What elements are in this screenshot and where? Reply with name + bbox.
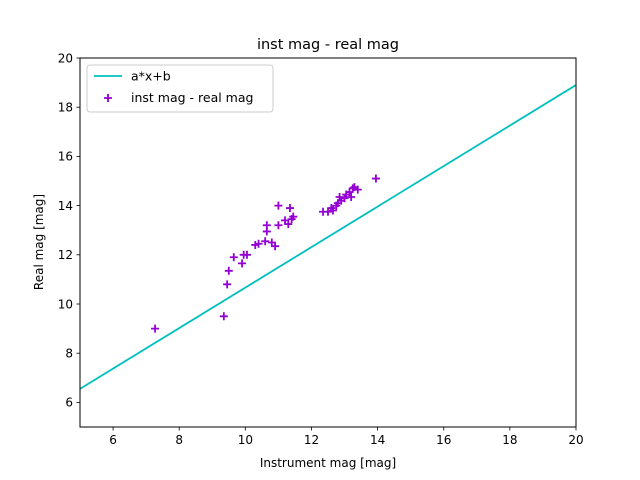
legend-plus-marker [104, 94, 112, 102]
data-point [262, 221, 271, 230]
data-point [353, 185, 362, 194]
data-point [224, 266, 233, 275]
data-point [340, 194, 349, 203]
y-tick-label: 8 [65, 347, 73, 361]
x-axis: 6 8 10 12 14 16 18 20 [109, 427, 584, 447]
y-tick-label: 6 [65, 396, 73, 410]
data-point [347, 192, 356, 201]
x-tick-label: 14 [370, 433, 385, 447]
legend-box [86, 64, 274, 113]
data-point [328, 206, 337, 215]
data-point [284, 220, 293, 229]
legend-plus-marker-swatch [104, 94, 112, 102]
x-axis-label: Instrument mag [mag] [260, 456, 396, 470]
legend-label-fit: a*x+b [131, 69, 171, 84]
data-point [274, 201, 283, 210]
y-tick-label: 20 [58, 51, 73, 65]
data-point [371, 174, 380, 183]
y-axis: 6 8 10 12 14 16 18 20 [58, 51, 80, 410]
x-tick-label: 16 [436, 433, 451, 447]
data-point [289, 212, 298, 221]
x-tick-label: 8 [175, 433, 183, 447]
data-point [219, 312, 228, 321]
y-axis-label: Real mag [mag] [32, 194, 46, 290]
y-tick-label: 12 [58, 248, 73, 262]
data-point [271, 242, 280, 251]
y-tick-label: 14 [58, 199, 73, 213]
legend-label-scatter: inst mag - real mag [131, 90, 253, 105]
data-point [229, 253, 238, 262]
data-point [254, 239, 263, 248]
y-tick-label: 16 [58, 150, 73, 164]
plot-frame [79, 57, 577, 428]
x-tick-label: 18 [502, 433, 517, 447]
chart-title: inst mag - real mag [257, 37, 399, 53]
y-tick-label: 10 [58, 297, 73, 311]
y-tick-label: 18 [58, 101, 73, 115]
x-tick-label: 12 [304, 433, 319, 447]
data-point [238, 259, 247, 268]
data-point [285, 204, 294, 213]
fit-line [80, 84, 576, 390]
data-point [335, 192, 344, 201]
data-point [348, 184, 357, 193]
data-point [242, 250, 251, 259]
plot-area [80, 84, 576, 390]
legend: a*x+b inst mag - real mag [86, 64, 274, 113]
x-tick-label: 6 [109, 433, 117, 447]
data-point [151, 324, 160, 333]
data-point [261, 237, 270, 246]
x-tick-label: 10 [238, 433, 253, 447]
data-point [274, 221, 283, 230]
x-tick-label: 20 [568, 433, 583, 447]
data-point [223, 280, 232, 289]
